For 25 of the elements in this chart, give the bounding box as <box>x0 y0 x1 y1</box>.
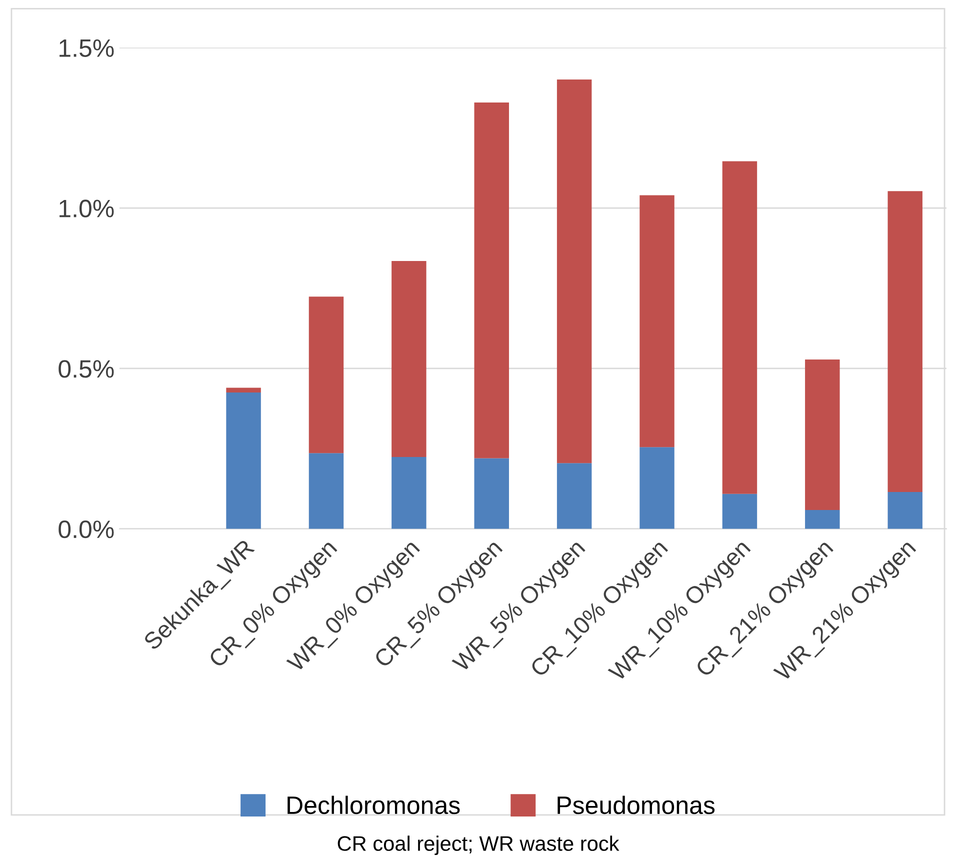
bar <box>805 359 840 510</box>
y-tick-label: 0.0% <box>58 520 114 538</box>
bar <box>722 161 758 494</box>
y-tick-label: 1.0% <box>60 200 114 218</box>
bar <box>226 392 261 529</box>
bar <box>308 453 344 529</box>
bar <box>474 102 509 458</box>
bar <box>308 296 344 454</box>
bar <box>722 494 758 529</box>
text: CR coal reject; WR waste rock <box>338 836 620 856</box>
bar <box>226 388 261 393</box>
bar <box>640 447 674 529</box>
bar <box>556 79 592 464</box>
y-tick-label: 0.5% <box>58 360 114 378</box>
bar <box>888 492 922 529</box>
bar <box>474 458 509 529</box>
bar <box>392 261 426 458</box>
bar <box>805 510 840 529</box>
bar <box>888 191 922 492</box>
bar <box>556 463 592 529</box>
bar <box>392 457 426 529</box>
bar <box>640 195 674 448</box>
legend-label: Pseudomonas <box>558 796 715 814</box>
legend-label: Dechloromonas <box>288 796 460 814</box>
y-tick-label: 1.5% <box>60 39 114 57</box>
